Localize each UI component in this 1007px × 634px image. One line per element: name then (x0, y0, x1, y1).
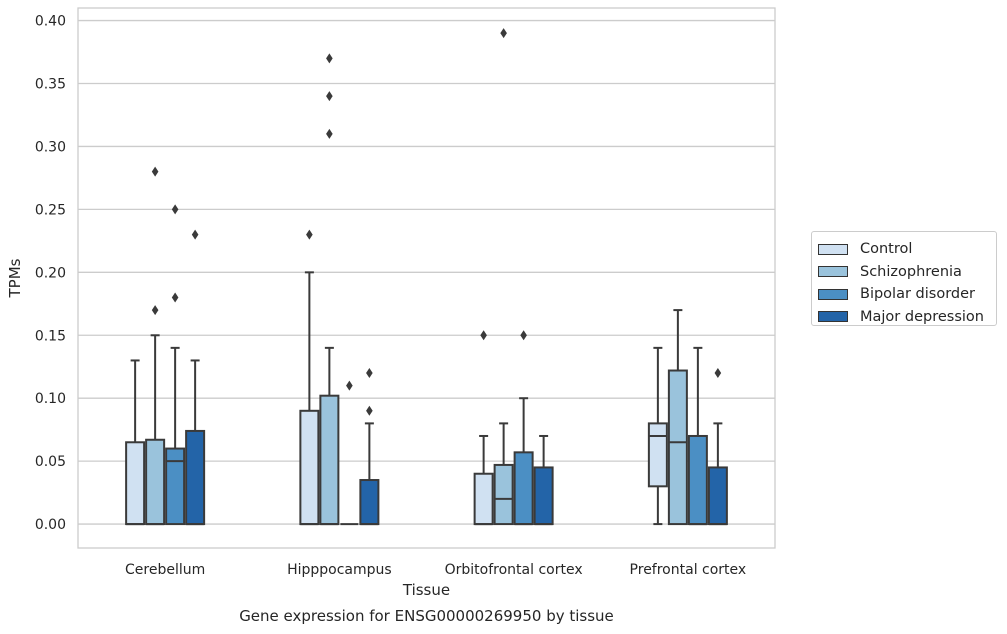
y-tick-label: 0.20 (35, 265, 66, 281)
legend-label-bipolar-disorder: Bipolar disorder (860, 286, 975, 303)
x-tick-label: Hipppocampus (287, 562, 392, 578)
x-tick-label: Cerebellum (125, 562, 205, 578)
box-schizophrenia (493, 28, 514, 526)
y-axis-ticks: 0.00 0.05 0.10 0.15 0.20 0.25 0.30 0.35 0.40 (35, 14, 66, 533)
plot-area (125, 28, 728, 526)
x-tick-label: Prefrontal cortex (630, 562, 747, 578)
y-tick-label: 0.05 (35, 454, 66, 470)
legend-label-control: Control (860, 241, 913, 258)
legend-item-major-depression: Major depression (818, 306, 990, 329)
box-iqr (533, 466, 554, 526)
y-tick-label: 0.35 (35, 77, 66, 93)
box-iqr (513, 451, 534, 526)
outlier-point (366, 405, 373, 416)
outlier-point (480, 330, 487, 341)
box-control (647, 346, 668, 526)
legend-swatch-control (818, 243, 848, 255)
box-bipolar-disorder (165, 204, 186, 526)
box-iqr (319, 394, 340, 526)
legend-item-control: Control (818, 238, 990, 261)
legend-label-schizophrenia: Schizophrenia (860, 263, 962, 280)
legend-swatch-major-depression (818, 311, 848, 323)
outlier-point (714, 368, 722, 379)
y-tick-label: 0.10 (35, 391, 66, 407)
box-control (473, 330, 494, 526)
box-iqr (667, 369, 688, 526)
x-axis-ticks: Cerebellum Hipppocampus Orbitofrontal cort… (125, 562, 746, 578)
y-tick-label: 0.40 (35, 14, 66, 30)
y-tick-label: 0.25 (35, 202, 66, 218)
legend-item-bipolar-disorder: Bipolar disorder (818, 283, 990, 306)
outlier-point (171, 204, 179, 215)
y-tick-label: 0.00 (35, 517, 66, 533)
box-bipolar-disorder (687, 346, 708, 526)
box-bipolar-disorder (340, 380, 359, 526)
y-tick-label: 0.30 (35, 139, 66, 155)
y-tick-label: 0.15 (35, 328, 66, 344)
outlier-point (326, 53, 333, 64)
box-iqr (359, 479, 380, 526)
box-bipolar-disorder (513, 330, 534, 526)
box-iqr (647, 422, 668, 488)
x-axis-label: Tissue (402, 581, 450, 599)
box-iqr (473, 472, 494, 526)
outlier-point (326, 128, 333, 139)
chart-title: Gene expression for ENSG00000269950 by t… (239, 607, 614, 625)
box-iqr (299, 409, 320, 526)
box-iqr (707, 466, 728, 526)
box-major-depression (185, 229, 206, 526)
box-schizophrenia (667, 309, 688, 526)
box-iqr (185, 429, 206, 526)
box-iqr (165, 447, 186, 526)
box-iqr (125, 441, 146, 526)
outlier-point (366, 368, 373, 379)
outlier-point (326, 91, 333, 102)
legend-swatch-bipolar-disorder (818, 288, 848, 300)
outlier-point (306, 229, 313, 240)
plot-frame (77, 7, 776, 549)
legend: Control Schizophrenia Bipolar disorder M… (811, 231, 997, 326)
box-control (125, 359, 146, 526)
box-iqr (493, 463, 514, 526)
box-control (299, 229, 320, 526)
box-iqr (687, 434, 708, 526)
outlier-point (151, 305, 159, 316)
outlier-point (520, 330, 527, 341)
legend-item-schizophrenia: Schizophrenia (818, 261, 990, 284)
box-major-depression (359, 368, 380, 526)
box-iqr (145, 438, 166, 526)
outlier-point (191, 229, 199, 240)
legend-swatch-schizophrenia (818, 266, 848, 278)
box-schizophrenia (319, 53, 340, 526)
box-major-depression (707, 368, 728, 526)
outlier-point (500, 28, 507, 39)
box-major-depression (533, 434, 554, 526)
box-schizophrenia (145, 166, 166, 526)
x-tick-label: Orbitofrontal cortex (445, 562, 583, 578)
outlier-point (346, 380, 353, 391)
outlier-point (171, 292, 179, 303)
outlier-point (151, 166, 159, 177)
legend-label-major-depression: Major depression (860, 308, 984, 325)
y-axis-label: TPMs (6, 258, 24, 298)
